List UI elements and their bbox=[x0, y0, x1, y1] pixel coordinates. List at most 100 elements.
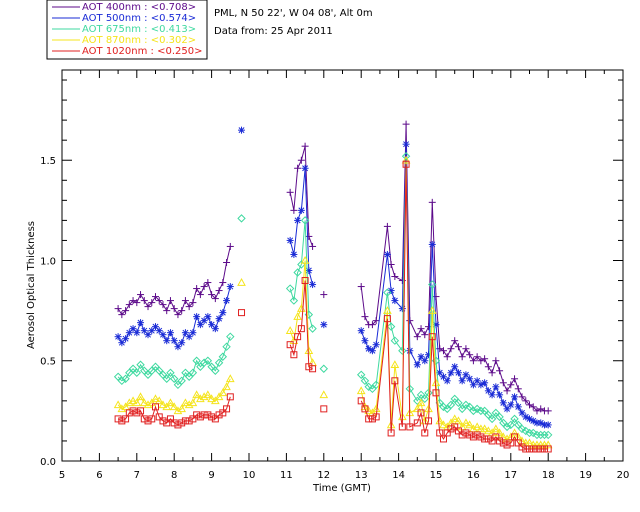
data-point-asterisk bbox=[421, 357, 429, 365]
data-point-asterisk bbox=[361, 337, 369, 345]
data-point-square bbox=[129, 407, 137, 415]
data-point-plus bbox=[159, 301, 167, 309]
data-point-asterisk bbox=[114, 333, 122, 341]
data-point-square bbox=[155, 413, 163, 421]
legend-label: AOT 675nm : <0.413> bbox=[82, 24, 196, 35]
data-point-plus bbox=[417, 325, 425, 333]
data-point-triangle bbox=[196, 394, 205, 403]
data-point-square bbox=[387, 429, 395, 437]
data-point-square bbox=[204, 411, 212, 419]
data-point-diamond bbox=[517, 424, 527, 434]
data-point-square bbox=[178, 419, 186, 427]
data-point-square bbox=[496, 437, 504, 445]
data-point-square bbox=[181, 417, 189, 425]
data-point-plus bbox=[492, 357, 500, 365]
data-point-diamond bbox=[289, 296, 299, 305]
data-point-plus bbox=[357, 283, 365, 291]
data-point-triangle bbox=[420, 416, 430, 425]
data-point-plus bbox=[129, 297, 137, 305]
data-point-plus bbox=[196, 291, 204, 299]
data-point-diamond bbox=[532, 430, 542, 440]
data-point-plus bbox=[133, 299, 141, 307]
data-point-plus bbox=[406, 317, 414, 325]
data-point-plus bbox=[496, 367, 504, 375]
data-point-square bbox=[477, 433, 485, 441]
data-point-square bbox=[196, 413, 204, 421]
data-point-diamond bbox=[364, 382, 373, 392]
data-point-square bbox=[451, 423, 459, 431]
data-point-asterisk bbox=[499, 399, 507, 407]
data-point-triangle bbox=[151, 394, 160, 403]
data-point-square bbox=[492, 433, 500, 441]
data-point-square bbox=[200, 411, 208, 419]
data-point-asterisk bbox=[454, 369, 462, 377]
x-tick-label: 16 bbox=[467, 470, 480, 481]
data-point-asterisk bbox=[238, 126, 246, 134]
data-point-square bbox=[294, 333, 302, 341]
data-point-asterisk bbox=[511, 393, 519, 401]
data-point-triangle bbox=[218, 388, 228, 397]
data-point-square bbox=[503, 441, 511, 449]
data-point-diamond bbox=[285, 284, 295, 293]
data-point-asterisk bbox=[223, 297, 231, 305]
data-point-asterisk bbox=[178, 339, 186, 347]
data-point-plus bbox=[447, 345, 455, 353]
data-point-diamond bbox=[214, 358, 224, 367]
data-point-square bbox=[122, 415, 130, 423]
data-point-asterisk bbox=[496, 391, 504, 399]
data-point-asterisk bbox=[514, 403, 522, 411]
data-point-diamond bbox=[472, 404, 482, 414]
data-point-plus bbox=[503, 387, 511, 395]
data-point-triangle bbox=[132, 398, 142, 407]
data-point-square bbox=[383, 315, 391, 323]
data-point-square bbox=[144, 417, 152, 425]
data-point-plus bbox=[499, 379, 507, 387]
data-point-square bbox=[507, 439, 515, 447]
data-point-triangle bbox=[210, 396, 220, 405]
data-point-triangle bbox=[491, 424, 501, 433]
data-point-asterisk bbox=[137, 319, 145, 327]
data-point-triangle bbox=[285, 326, 295, 334]
data-point-diamond bbox=[484, 410, 493, 420]
data-point-triangle bbox=[416, 398, 426, 407]
data-point-asterisk bbox=[357, 327, 365, 335]
series-line bbox=[289, 280, 313, 370]
data-point-diamond bbox=[128, 364, 138, 373]
data-point-triangle bbox=[371, 404, 381, 413]
data-point-plus bbox=[181, 297, 189, 305]
data-point-square bbox=[361, 405, 369, 413]
data-point-plus bbox=[507, 381, 515, 389]
data-point-asterisk bbox=[406, 347, 414, 355]
data-point-plus bbox=[178, 307, 186, 315]
data-point-square bbox=[526, 445, 533, 453]
data-point-triangle bbox=[300, 255, 310, 264]
data-point-asterisk bbox=[458, 377, 466, 385]
data-point-square bbox=[290, 351, 298, 359]
series-2 bbox=[114, 126, 552, 429]
data-point-asterisk bbox=[215, 315, 223, 323]
data-point-diamond bbox=[443, 404, 452, 414]
legend-label: AOT 400nm : <0.708> bbox=[82, 2, 196, 13]
data-point-diamond bbox=[446, 400, 456, 410]
data-point-diamond bbox=[237, 214, 246, 223]
data-point-triangle bbox=[480, 424, 489, 433]
data-point-diamond bbox=[140, 366, 149, 375]
data-point-triangle bbox=[465, 420, 475, 429]
data-point-plus bbox=[529, 403, 537, 411]
data-point-square bbox=[301, 277, 309, 285]
data-point-triangle bbox=[454, 416, 463, 425]
legend-label: AOT 1020nm : <0.250> bbox=[82, 46, 202, 57]
series-line bbox=[360, 160, 549, 446]
legend-label: AOT 500nm : <0.574> bbox=[82, 13, 196, 24]
data-point-plus bbox=[137, 291, 145, 299]
data-point-asterisk bbox=[413, 361, 421, 369]
data-point-triangle bbox=[461, 418, 471, 427]
data-point-asterisk bbox=[544, 421, 552, 429]
axis-ticks: 5 6 7 8 9 10 11 12 13 14 15 16 17 18 19 20 0.0 0.5 1.0 1.5 bbox=[40, 70, 629, 481]
data-point-triangle bbox=[237, 278, 246, 286]
data-point-diamond bbox=[457, 404, 467, 414]
data-point-triangle bbox=[383, 306, 392, 314]
data-point-plus bbox=[458, 353, 466, 361]
series-line bbox=[117, 396, 231, 426]
y-tick-label: 1.5 bbox=[40, 156, 56, 167]
